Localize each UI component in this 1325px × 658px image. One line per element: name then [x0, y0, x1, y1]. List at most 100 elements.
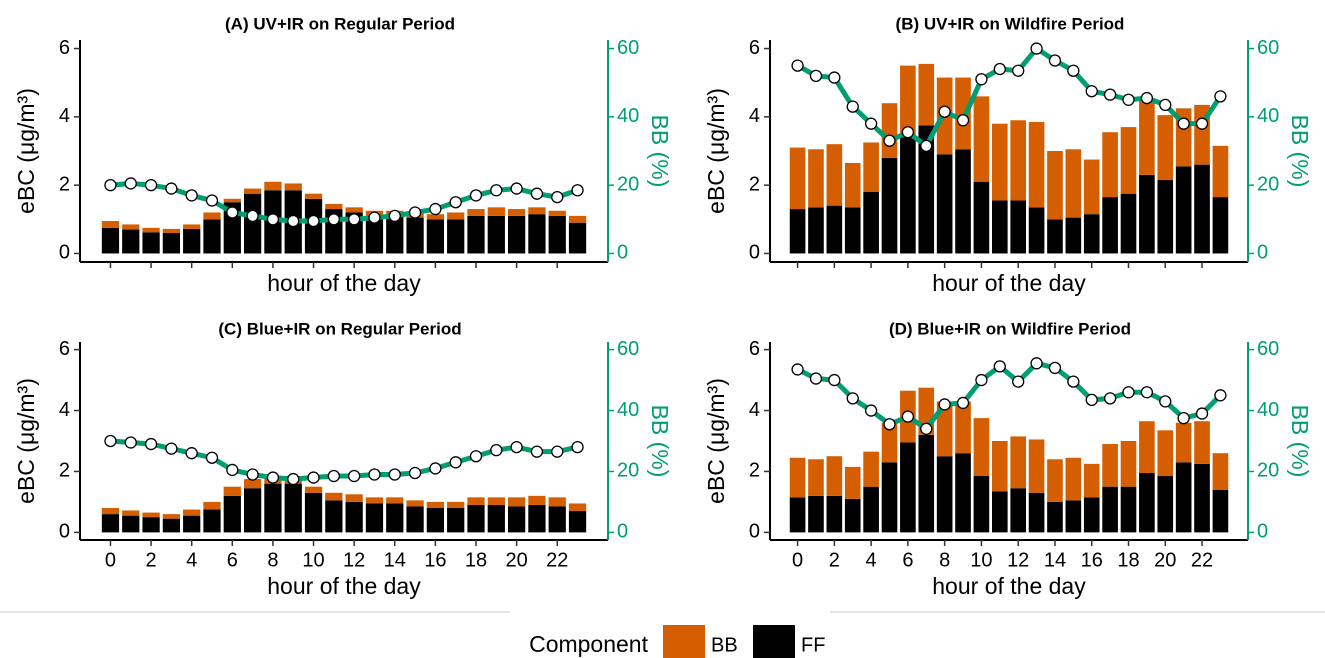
x-tick-label: 6 — [227, 549, 238, 571]
point — [828, 373, 841, 387]
bar-segment — [528, 207, 546, 215]
bar-segment — [101, 508, 120, 515]
bar-segment — [345, 501, 363, 533]
bar-segment — [1212, 489, 1229, 533]
bar-segment — [568, 511, 587, 533]
point — [429, 202, 442, 216]
point — [449, 196, 462, 209]
bar-segment — [1083, 497, 1100, 533]
point — [226, 206, 239, 219]
bar-segment — [1028, 439, 1045, 493]
point — [551, 445, 564, 458]
y-axis-label: eBC (μg/m³) — [13, 88, 39, 214]
y2-axis-label: BB (%) — [647, 405, 673, 478]
bar-segment — [467, 497, 485, 505]
bar-segment — [548, 506, 566, 533]
bar-segment — [507, 215, 526, 254]
bar-segment — [142, 227, 160, 233]
bar-segment — [918, 434, 935, 533]
bar-segment — [1010, 488, 1027, 533]
point — [1177, 412, 1190, 425]
point — [1030, 357, 1043, 370]
bar-segment — [1194, 164, 1210, 254]
bar-segment — [1083, 463, 1100, 498]
y2-tick-label: 0 — [617, 242, 628, 264]
y-tick-label: 6 — [749, 37, 760, 59]
bar-segment — [162, 228, 181, 233]
bar-segment — [223, 495, 241, 533]
y2-tick-label: 60 — [1257, 37, 1279, 59]
point — [348, 213, 361, 226]
bar-segment — [243, 479, 262, 489]
point — [469, 189, 483, 202]
bar-segment — [789, 457, 806, 498]
bar-segment — [365, 497, 384, 504]
bar-segment — [973, 418, 990, 477]
bar-segment — [568, 215, 587, 223]
point — [956, 396, 970, 410]
bar-segment — [264, 483, 282, 533]
bar-segment — [406, 500, 424, 507]
bar-segment — [991, 491, 1008, 533]
bar-segment — [1102, 197, 1118, 254]
bar-segment — [243, 193, 262, 254]
point — [883, 418, 896, 431]
x-tick-label: 0 — [105, 549, 116, 571]
bar-segment — [507, 209, 526, 216]
y2-tick-label: 20 — [1257, 460, 1279, 482]
bar-segment — [548, 497, 566, 507]
y-tick-label: 0 — [749, 242, 760, 264]
y2-tick-label: 0 — [1257, 242, 1268, 264]
bar-segment — [203, 501, 221, 510]
point — [809, 69, 823, 83]
x-tick-label: 18 — [1117, 549, 1139, 571]
y-axis-label: eBC (μg/m³) — [703, 88, 729, 214]
point — [368, 211, 381, 224]
point — [1214, 389, 1227, 402]
point — [408, 466, 422, 480]
bar-segment — [203, 219, 221, 254]
bar-segment — [1175, 462, 1192, 533]
y-axis-label: eBC (μg/m³) — [13, 378, 39, 504]
bar-segment — [162, 232, 181, 254]
point — [246, 209, 259, 223]
x-tick-label: 10 — [302, 549, 324, 571]
y2-tick-label: 60 — [1257, 338, 1279, 360]
bar-segment — [507, 497, 526, 507]
bar-segment — [487, 497, 505, 505]
bar-segment — [1175, 166, 1192, 254]
y2-tick-label: 40 — [617, 399, 639, 421]
bar-segment — [162, 514, 181, 519]
point — [307, 471, 320, 484]
bar-segment — [162, 518, 181, 533]
bar-segment — [528, 495, 546, 505]
bar-segment — [426, 501, 445, 509]
bar-segment — [1102, 132, 1118, 198]
bar-segment — [1120, 193, 1137, 254]
bar-segment — [881, 157, 898, 254]
point — [266, 471, 280, 484]
point — [327, 469, 340, 483]
x-tick-label: 20 — [1154, 549, 1176, 571]
x-tick-label: 18 — [465, 549, 487, 571]
bar-segment — [1157, 180, 1174, 254]
point — [993, 62, 1006, 76]
bar-segment — [808, 459, 824, 496]
bar-segment — [808, 495, 824, 533]
bar-segment — [955, 401, 971, 454]
bar-segment — [900, 137, 916, 254]
point — [1048, 361, 1062, 375]
bar-segment — [936, 456, 953, 533]
bar-segment — [863, 142, 879, 192]
point — [1195, 407, 1209, 420]
bar-segment — [183, 224, 201, 229]
bar-segment — [507, 506, 526, 533]
point — [846, 100, 859, 113]
bar-segment — [548, 215, 566, 254]
y2-tick-label: 60 — [617, 37, 639, 59]
x-tick-label: 14 — [384, 549, 406, 571]
bar-segment — [863, 191, 879, 254]
bar-segment — [426, 214, 445, 220]
y-axis-label: eBC (μg/m³) — [703, 378, 729, 504]
